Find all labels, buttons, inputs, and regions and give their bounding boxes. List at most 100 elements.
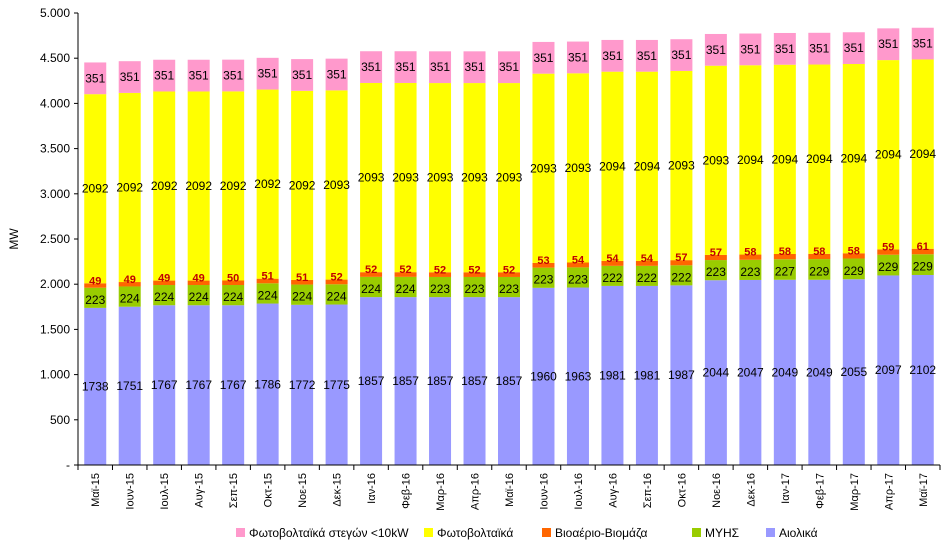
data-label: 229 xyxy=(844,264,864,278)
data-label: 1857 xyxy=(427,374,454,388)
bar-segment xyxy=(532,41,555,74)
bar-stack: 1767 224 49 2092 351 xyxy=(185,59,212,465)
x-tick-label: Μαϊ-16 xyxy=(504,473,516,507)
bar-segment xyxy=(291,304,314,465)
data-label: 351 xyxy=(706,43,726,57)
bar-segment xyxy=(877,275,900,465)
x-tick-label: Σεπ-15 xyxy=(228,473,240,508)
data-label: 2093 xyxy=(323,178,350,192)
bar-segment xyxy=(463,83,486,273)
data-label: 224 xyxy=(396,282,416,296)
bar-segment xyxy=(256,89,279,279)
bar-segment xyxy=(601,71,624,261)
data-label: 1767 xyxy=(185,378,212,392)
bar-segment xyxy=(601,265,624,286)
bar-stack: 1767 224 49 2092 351 xyxy=(151,59,178,465)
bar-segment xyxy=(566,262,589,268)
bar-stack: 1981 222 54 2094 351 xyxy=(599,39,626,465)
data-label: 351 xyxy=(396,60,416,74)
bar-segment xyxy=(291,90,314,280)
bar-segment xyxy=(360,297,383,465)
data-label: 224 xyxy=(223,290,243,304)
data-label: 224 xyxy=(327,289,347,303)
legend-swatch xyxy=(766,528,775,537)
bar-segment xyxy=(291,59,314,91)
bar-segment xyxy=(153,91,176,281)
data-label: 1857 xyxy=(461,374,488,388)
x-tick-label: Ιουν-15 xyxy=(125,473,137,510)
bar-segment xyxy=(877,254,900,276)
data-label: 351 xyxy=(844,41,864,55)
data-label: 1963 xyxy=(565,369,592,383)
bar-stacks: 1738 223 49 2092 351 1751 224 49 2092 351 1767 224 4… xyxy=(82,27,936,465)
data-label: 2092 xyxy=(151,179,178,193)
data-label: 2093 xyxy=(565,161,592,175)
bar-stack: 2044 223 57 2093 351 xyxy=(703,33,730,465)
data-label: 223 xyxy=(533,273,553,287)
data-label: 51 xyxy=(296,272,308,284)
data-label: 2094 xyxy=(599,159,626,173)
bar-segment xyxy=(911,274,934,465)
bar-segment xyxy=(498,272,520,277)
bar-segment xyxy=(325,58,348,91)
data-label: 351 xyxy=(189,69,209,83)
bar-segment xyxy=(773,32,796,65)
data-label: 2093 xyxy=(461,171,488,185)
data-label: 49 xyxy=(193,273,205,285)
data-label: 58 xyxy=(813,246,825,258)
x-tick-label: Ιαν-16 xyxy=(366,473,378,504)
bar-segment xyxy=(670,285,693,465)
bar-stack: 1960 223 53 2093 351 xyxy=(530,41,557,465)
data-label: 229 xyxy=(913,260,933,274)
bar-segment xyxy=(566,267,589,288)
y-tick-label: 4.000 xyxy=(40,96,70,110)
bar-segment xyxy=(463,297,486,465)
bar-segment xyxy=(808,64,831,254)
data-label: 2102 xyxy=(909,363,936,377)
bar-segment xyxy=(429,51,452,84)
bar-stack: 1738 223 49 2092 351 xyxy=(82,62,109,465)
data-label: 2047 xyxy=(737,365,764,379)
bar-segment xyxy=(84,287,107,308)
bar-segment xyxy=(601,285,624,465)
data-label: 227 xyxy=(775,265,795,279)
bar-segment xyxy=(118,282,141,287)
data-label: 229 xyxy=(878,260,898,274)
data-label: 224 xyxy=(361,282,381,296)
y-tick-label: 4.500 xyxy=(40,51,70,65)
data-label: 53 xyxy=(537,255,549,267)
bar-segment xyxy=(739,33,762,66)
y-tick-label: 1.000 xyxy=(40,368,70,382)
x-tick-label: Αυγ-15 xyxy=(194,473,206,508)
bar-stack: 1772 224 51 2092 351 xyxy=(289,59,316,465)
bar-segment xyxy=(394,51,417,83)
bar-segment xyxy=(325,284,348,305)
bar-segment xyxy=(739,279,762,465)
data-label: 2044 xyxy=(703,366,730,380)
data-label: 52 xyxy=(365,264,377,276)
bar-segment xyxy=(222,285,245,306)
bar-stack: 2047 223 58 2094 351 xyxy=(737,33,764,465)
data-label: 2094 xyxy=(737,153,764,167)
data-label: 2094 xyxy=(909,147,936,161)
bar-segment xyxy=(704,280,727,465)
data-label: 351 xyxy=(533,51,553,65)
bar-segment xyxy=(118,306,141,465)
data-label: 224 xyxy=(292,290,312,304)
data-label: 52 xyxy=(434,264,446,276)
data-label: 54 xyxy=(641,253,654,265)
y-axis: - 500 1.000 1.500 2.000 2.500 3.000 3.500 4.000 4… xyxy=(7,6,79,472)
y-tick-label: 1.500 xyxy=(40,322,70,336)
bar-segment xyxy=(566,287,589,465)
bar-segment xyxy=(808,32,831,65)
data-label: 2093 xyxy=(496,171,523,185)
data-label: 1767 xyxy=(220,378,247,392)
bar-segment xyxy=(704,254,727,261)
data-label: 1987 xyxy=(668,368,695,382)
x-axis: Μαϊ-15 Ιουν-15 Ιουλ-15 Αυγ-15 Σεπ-15 Οκτ-15 Νο… xyxy=(77,464,941,511)
bar-segment xyxy=(773,259,796,280)
data-label: 2092 xyxy=(289,178,316,192)
bar-segment xyxy=(222,280,245,286)
bar-segment xyxy=(187,59,210,92)
data-label: 2093 xyxy=(703,153,730,167)
